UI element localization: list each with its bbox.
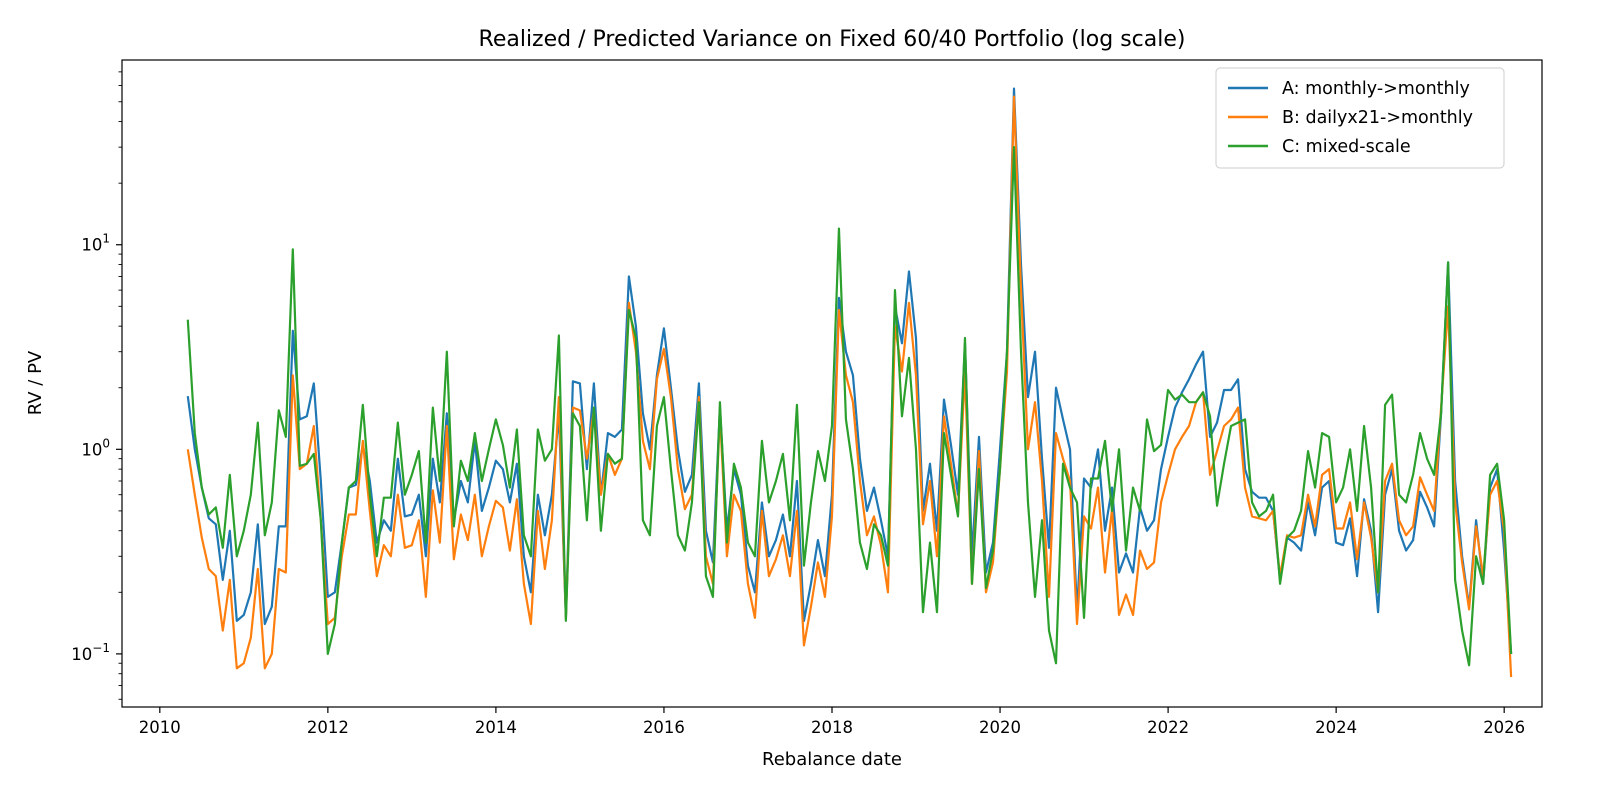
x-tick-label: 2010 — [139, 718, 181, 737]
series-line-3 — [186, 146, 1513, 667]
x-tick-label: 2012 — [307, 718, 349, 737]
y-tick-label: 10−1 — [71, 641, 110, 664]
x-tick-label: 2026 — [1483, 718, 1525, 737]
legend-label-1: A: monthly->monthly — [1282, 79, 1470, 99]
plot-area — [121, 59, 1543, 708]
x-tick-label: 2018 — [811, 718, 853, 737]
legend-label-3: C: mixed-scale — [1282, 137, 1411, 157]
y-axis-label: RV / PV — [25, 350, 46, 415]
x-tick-label: 2016 — [643, 718, 685, 737]
y-tick-label: 100 — [81, 436, 110, 459]
chart-title: Realized / Predicted Variance on Fixed 6… — [479, 27, 1186, 52]
series-line-1 — [186, 87, 1513, 654]
x-tick-label: 2024 — [1315, 718, 1357, 737]
x-axis-label: Rebalance date — [762, 749, 902, 770]
y-tick-label: 101 — [81, 232, 110, 255]
x-axis: 2010 2012 2014 2016 2018 2020 2022 2024 2026 — [139, 707, 1525, 737]
x-tick-label: 2020 — [979, 718, 1021, 737]
y-axis: 10−1 100 101 — [71, 71, 122, 700]
legend-frame — [1215, 67, 1505, 169]
legend-label-2: B: dailyx21->monthly — [1282, 108, 1473, 128]
legend: A: monthly->monthly B: dailyx21->monthly C… — [1215, 67, 1505, 169]
x-tick-label: 2014 — [475, 718, 517, 737]
x-tick-label: 2022 — [1147, 718, 1189, 737]
series-line-2 — [186, 95, 1513, 678]
